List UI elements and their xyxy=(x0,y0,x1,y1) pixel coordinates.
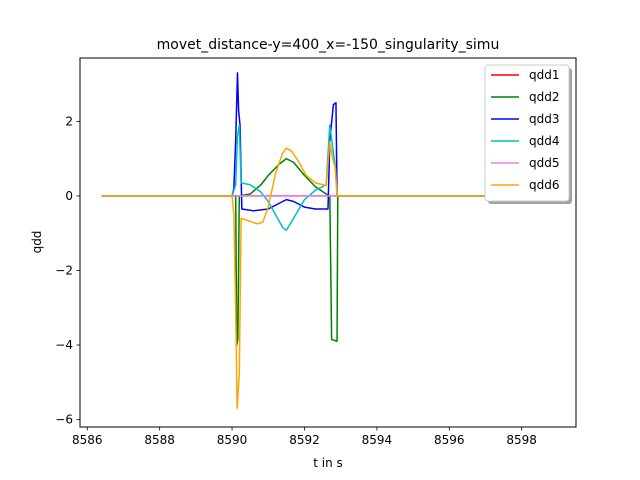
legend-label-qdd1: qdd1 xyxy=(529,68,560,82)
legend-box xyxy=(484,64,570,202)
x-tick-label: 8588 xyxy=(144,433,175,447)
x-tick-label: 8594 xyxy=(362,433,393,447)
legend-label-qdd2: qdd2 xyxy=(529,90,560,104)
legend-label-qdd4: qdd4 xyxy=(529,134,560,148)
x-axis-label: t in s xyxy=(313,456,343,470)
y-axis-label: qdd xyxy=(30,231,44,254)
y-tick-label: −2 xyxy=(55,263,73,277)
y-tick-label: −6 xyxy=(55,413,73,427)
legend-label-qdd3: qdd3 xyxy=(529,112,560,126)
x-tick-label: 8590 xyxy=(217,433,248,447)
x-tick-label: 8586 xyxy=(72,433,103,447)
y-tick-label: −4 xyxy=(55,338,73,352)
axis-ticks: 8586 8588 8590 8592 8594 8596 8598 −6 −4 −2 0 2 xyxy=(55,114,537,447)
legend-label-qdd6: qdd6 xyxy=(529,178,560,192)
x-tick-label: 8592 xyxy=(289,433,320,447)
chart-title: movet_distance-y=400_x=-150_singularity_… xyxy=(157,37,500,53)
y-tick-label: 0 xyxy=(65,189,73,203)
series-line-qdd4 xyxy=(101,124,555,231)
series-line-qdd3 xyxy=(101,72,555,212)
plot-frame xyxy=(79,57,577,428)
plot-area xyxy=(101,72,555,410)
x-tick-label: 8598 xyxy=(506,433,537,447)
series-line-qdd6 xyxy=(101,141,555,410)
legend: qdd1 qdd2 qdd3 qdd4 qdd5 qdd6 xyxy=(484,64,572,204)
x-tick-label: 8596 xyxy=(434,433,465,447)
legend-label-qdd5: qdd5 xyxy=(529,156,560,170)
y-tick-label: 2 xyxy=(65,114,73,128)
